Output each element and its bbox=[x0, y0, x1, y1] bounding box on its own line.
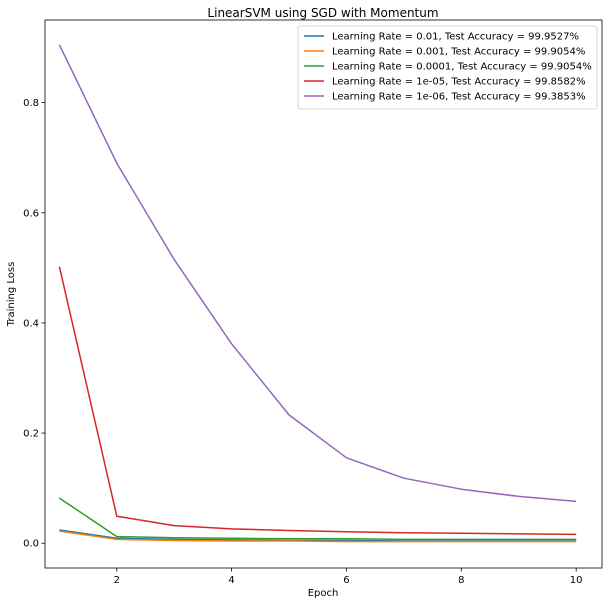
x-tick-label: 4 bbox=[228, 575, 234, 586]
x-axis-ticks: 2 4 6 8 10 bbox=[114, 568, 583, 586]
series-line-2 bbox=[59, 530, 577, 543]
y-tick-label: 0.8 bbox=[23, 98, 39, 109]
plot-frame bbox=[44, 19, 603, 569]
legend-label: Learning Rate = 0.001, Test Accuracy = 9… bbox=[332, 47, 585, 58]
chart-title: LinearSVM using SGD with Momentum bbox=[207, 6, 438, 20]
legend-label: Learning Rate = 0.0001, Test Accuracy = … bbox=[332, 62, 592, 73]
x-tick-label: 2 bbox=[114, 575, 120, 586]
y-axis-label: Training Loss bbox=[6, 262, 17, 328]
y-axis-ticks: 0.0 0.2 0.4 0.6 0.8 bbox=[23, 98, 45, 550]
x-axis-label: Epoch bbox=[308, 588, 339, 599]
legend: Learning Rate = 0.01, Test Accuracy = 99… bbox=[297, 25, 598, 110]
series-line-4 bbox=[58, 266, 577, 536]
series-line-3 bbox=[58, 497, 577, 541]
legend-box bbox=[297, 25, 598, 110]
plot-area bbox=[45, 20, 602, 568]
y-tick-label: 0.2 bbox=[23, 429, 39, 440]
series-layer bbox=[58, 44, 577, 543]
y-tick-label: 0.6 bbox=[23, 208, 39, 219]
series-line-5 bbox=[58, 44, 577, 503]
legend-label: Learning Rate = 1e-05, Test Accuracy = 9… bbox=[332, 77, 586, 88]
x-tick-label: 8 bbox=[458, 575, 464, 586]
legend-label: Learning Rate = 1e-06, Test Accuracy = 9… bbox=[332, 92, 586, 103]
y-tick-label: 0.0 bbox=[23, 539, 39, 550]
x-tick-label: 10 bbox=[570, 575, 583, 586]
y-tick-label: 0.4 bbox=[23, 318, 39, 329]
legend-label: Learning Rate = 0.01, Test Accuracy = 99… bbox=[332, 32, 579, 43]
x-tick-label: 6 bbox=[343, 575, 349, 586]
